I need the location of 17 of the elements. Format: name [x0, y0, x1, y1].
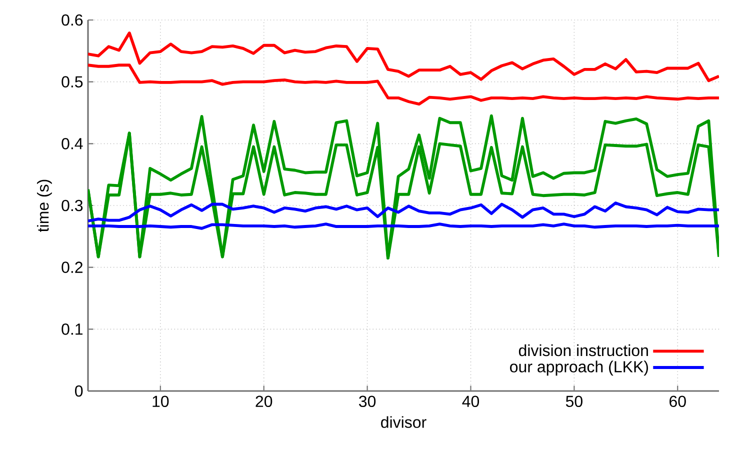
y-tick-label: 0	[75, 385, 83, 397]
x-axis-title: divisor	[381, 416, 426, 428]
legend-label: our approach (LKK)	[510, 360, 648, 376]
x-tick-label: 10	[152, 396, 169, 408]
x-tick-label: 60	[670, 396, 686, 408]
y-tick-label: 0.2	[62, 262, 82, 273]
x-tick-label: 30	[359, 396, 376, 408]
x-tick-label: 50	[566, 396, 582, 408]
y-tick-label: 0.5	[62, 76, 83, 88]
y-tick-label: 0.6	[62, 14, 83, 26]
legend-label: division instruction	[518, 344, 648, 356]
y-tick-label: 0.4	[62, 138, 83, 150]
x-tick-label: 40	[462, 396, 480, 408]
y-tick-label: 0.1	[62, 324, 83, 335]
y-axis-title: time (s)	[36, 180, 52, 232]
y-tick-label: 0.3	[62, 200, 83, 212]
x-tick-label: 20	[256, 396, 272, 408]
